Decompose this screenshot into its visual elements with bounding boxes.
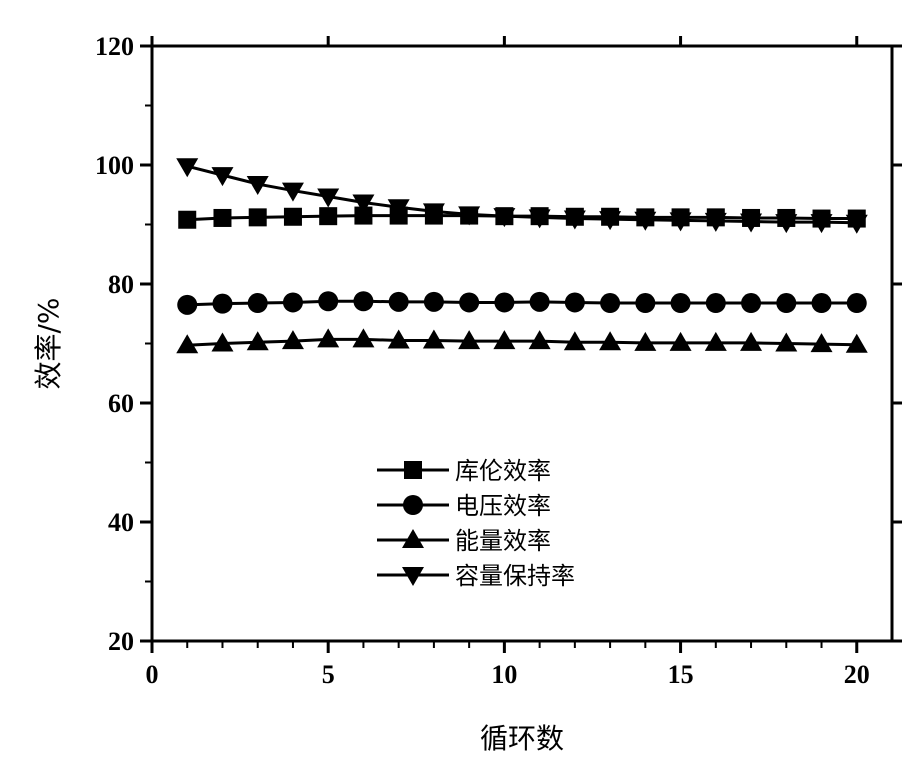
data-point	[352, 328, 375, 348]
data-point	[212, 293, 233, 314]
data-point	[319, 207, 338, 226]
plot-area	[176, 158, 868, 354]
legend-marker	[402, 529, 424, 548]
data-point	[635, 293, 656, 314]
data-point	[246, 331, 269, 351]
y-tick-label: 120	[95, 32, 134, 61]
data-point	[810, 333, 833, 353]
data-point	[178, 210, 197, 229]
x-axis-label: 循环数	[480, 722, 564, 755]
data-point	[458, 330, 481, 350]
data-point	[211, 332, 234, 352]
data-point	[317, 188, 340, 208]
data-point	[599, 211, 622, 231]
data-point	[318, 291, 339, 312]
data-point	[776, 293, 797, 314]
data-point	[563, 331, 586, 351]
data-point	[387, 199, 410, 219]
data-point	[775, 332, 798, 352]
data-point	[845, 214, 868, 234]
data-point	[176, 334, 199, 354]
data-point	[281, 182, 304, 202]
data-point	[704, 212, 727, 232]
data-point	[845, 333, 868, 353]
series-circle	[177, 291, 867, 315]
data-point	[634, 211, 657, 231]
y-tick-label: 20	[108, 627, 134, 656]
x-tick-label: 20	[844, 660, 870, 689]
data-point	[213, 208, 232, 227]
data-point	[564, 292, 585, 313]
data-point	[283, 207, 302, 226]
data-point	[669, 212, 692, 232]
legend-label: 容量保持率	[455, 562, 575, 590]
data-point	[493, 330, 516, 350]
legend-marker	[403, 495, 423, 515]
data-point	[599, 331, 622, 351]
data-point	[423, 291, 444, 312]
data-point	[493, 208, 516, 228]
data-point	[388, 291, 409, 312]
data-point	[494, 292, 515, 313]
x-tick-label: 5	[322, 660, 335, 689]
data-point	[248, 208, 267, 227]
data-point	[177, 294, 198, 315]
data-point	[563, 210, 586, 230]
legend-marker	[402, 567, 424, 586]
data-point	[704, 331, 727, 351]
data-point	[422, 203, 445, 223]
x-tick-label: 15	[668, 660, 694, 689]
legend-item: 能量效率	[377, 527, 551, 555]
data-point	[458, 206, 481, 226]
series-triangle-up	[176, 328, 868, 354]
series-triangle-down	[176, 158, 868, 234]
y-axis-label: 效率/%	[32, 297, 65, 389]
data-point	[846, 293, 867, 314]
data-point	[529, 291, 550, 312]
legend-label: 能量效率	[455, 527, 551, 555]
data-point	[352, 194, 375, 214]
data-point	[669, 331, 692, 351]
data-point	[353, 291, 374, 312]
data-point	[810, 214, 833, 234]
data-point	[670, 293, 691, 314]
data-point	[281, 330, 304, 350]
data-point	[246, 176, 269, 196]
data-point	[740, 213, 763, 233]
data-point	[528, 330, 551, 350]
legend-marker	[404, 461, 422, 479]
data-point	[422, 329, 445, 349]
data-point	[775, 214, 798, 234]
data-point	[740, 331, 763, 351]
y-tick-label: 80	[108, 270, 134, 299]
data-point	[354, 206, 373, 225]
data-point	[528, 209, 551, 229]
data-point	[247, 293, 268, 314]
data-point	[317, 328, 340, 348]
data-point	[459, 292, 480, 313]
legend-item: 电压效率	[377, 492, 551, 520]
y-axis: 20 40 60 80 100 120	[95, 32, 902, 656]
data-point	[600, 293, 621, 314]
data-point	[282, 292, 303, 313]
data-point	[176, 158, 199, 178]
y-tick-label: 40	[108, 508, 134, 537]
data-point	[387, 329, 410, 349]
y-tick-label: 60	[108, 389, 134, 418]
data-point	[211, 167, 234, 187]
legend-item: 库伦效率	[377, 457, 551, 485]
x-tick-label: 0	[146, 660, 159, 689]
data-point	[811, 293, 832, 314]
x-tick-label: 10	[491, 660, 517, 689]
y-tick-label: 100	[95, 151, 134, 180]
x-axis: 0 5 10 15 20	[146, 36, 870, 689]
legend-label: 库伦效率	[455, 457, 551, 485]
legend-label: 电压效率	[455, 492, 551, 520]
data-point	[634, 331, 657, 351]
legend-item: 容量保持率	[377, 562, 575, 590]
data-point	[705, 293, 726, 314]
data-point	[741, 293, 762, 314]
